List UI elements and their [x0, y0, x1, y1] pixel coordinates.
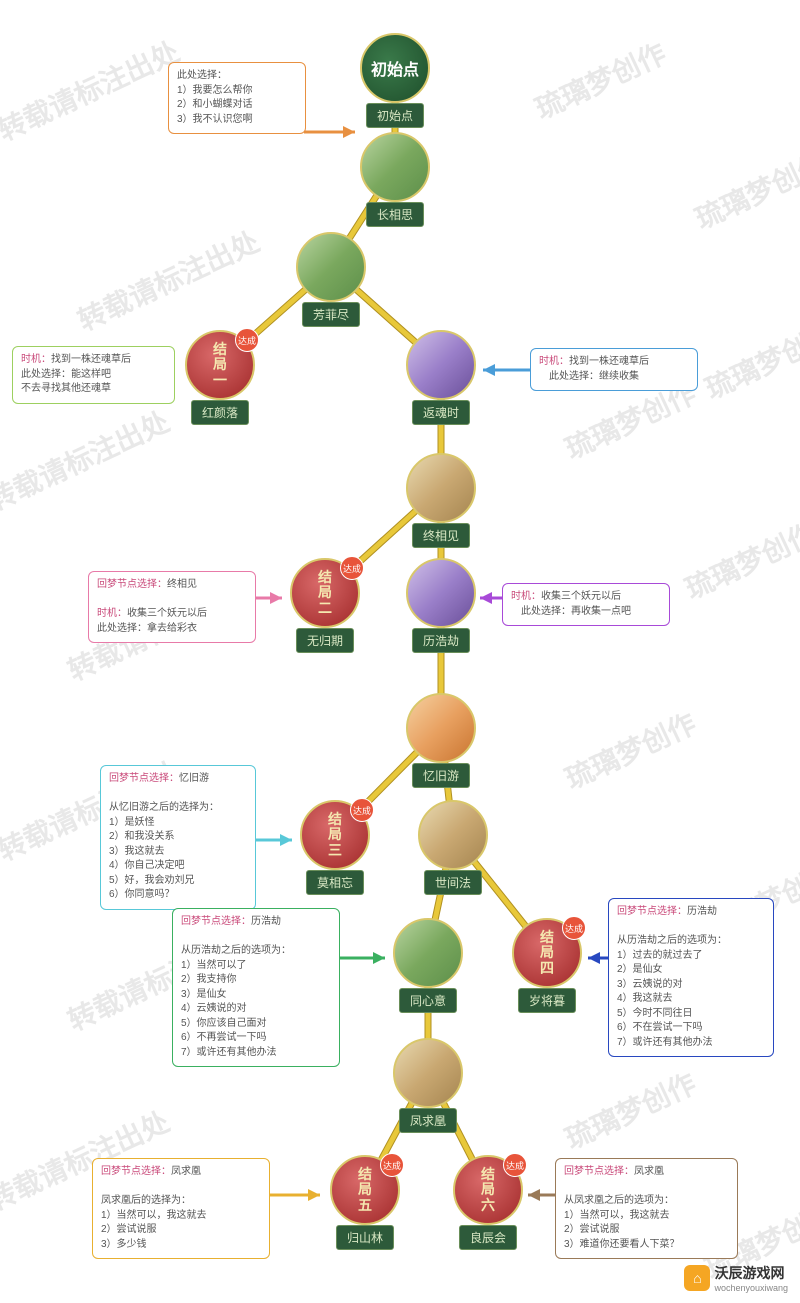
node-fengqh[interactable] [393, 1038, 463, 1108]
label-lihj: 历浩劫 [412, 628, 470, 653]
label-fanhs: 返魂时 [412, 400, 470, 425]
infobox-ib4: 回梦节点选择：终相见时机：收集三个妖元以后此处选择：拿去给彩衣 [88, 571, 256, 643]
label-end5: 归山林 [336, 1225, 394, 1250]
badge-end3: 达成 [350, 798, 374, 822]
node-shijf[interactable] [418, 800, 488, 870]
node-fangfj[interactable] [296, 232, 366, 302]
badge-end1: 达成 [235, 328, 259, 352]
label-yijy: 忆旧游 [412, 763, 470, 788]
badge-end2: 达成 [340, 556, 364, 580]
label-end6: 良辰会 [459, 1225, 517, 1250]
infobox-ib7: 回梦节点选择：历浩劫从历浩劫之后的选项为：1）当然可以了2）我支持你3）是仙女4… [172, 908, 340, 1067]
label-end1: 红颜落 [191, 400, 249, 425]
logo-icon: ⌂ [684, 1265, 710, 1291]
label-zhongxj: 终相见 [412, 523, 470, 548]
label-end2: 无归期 [296, 628, 354, 653]
infobox-ib1: 此处选择：1）我要怎么帮你2）和小蝴蝶对话3）我不认识您啊 [168, 62, 306, 134]
node-tongxy[interactable] [393, 918, 463, 988]
node-start[interactable]: 初始点 [360, 33, 430, 103]
logo-sub: wochenyouxiwang [714, 1283, 788, 1293]
node-fanhs[interactable] [406, 330, 476, 400]
infobox-ib2: 时机：找到一株还魂草后此处选择：能这样吧不去寻找其他还魂草 [12, 346, 175, 404]
infobox-ib3: 时机：找到一株还魂草后 此处选择：继续收集 [530, 348, 698, 391]
logo-brand: 沃辰游戏网 [714, 1265, 784, 1281]
badge-end5: 达成 [380, 1153, 404, 1177]
infobox-ib10: 回梦节点选择：凤求凰从凤求凰之后的选项为：1）当然可以，我这就去2）尝试说服3）… [555, 1158, 738, 1259]
site-logo: ⌂ 沃辰游戏网 wochenyouxiwang [684, 1263, 788, 1293]
label-start: 初始点 [366, 103, 424, 128]
node-changxs[interactable] [360, 132, 430, 202]
infobox-ib5: 时机：收集三个妖元以后 此处选择：再收集一点吧 [502, 583, 670, 626]
node-yijy[interactable] [406, 693, 476, 763]
label-end4: 岁将暮 [518, 988, 576, 1013]
label-changxs: 长相思 [366, 202, 424, 227]
badge-end4: 达成 [562, 916, 586, 940]
label-end3: 莫相忘 [306, 870, 364, 895]
infobox-ib6: 回梦节点选择：忆旧游从忆旧游之后的选择为：1）是妖怪2）和我没关系3）我这就去4… [100, 765, 256, 910]
node-lihj[interactable] [406, 558, 476, 628]
badge-end6: 达成 [503, 1153, 527, 1177]
infobox-ib9: 回梦节点选择：凤求凰凤求凰后的选择为：1）当然可以，我这就去2）尝试说服3）多少… [92, 1158, 270, 1259]
label-tongxy: 同心意 [399, 988, 457, 1013]
label-shijf: 世间法 [424, 870, 482, 895]
infobox-ib8: 回梦节点选择：历浩劫从历浩劫之后的选项为：1）过去的就过去了2）是仙女3）云姨说… [608, 898, 774, 1057]
label-fangfj: 芳菲尽 [302, 302, 360, 327]
label-fengqh: 凤求凰 [399, 1108, 457, 1133]
node-zhongxj[interactable] [406, 453, 476, 523]
